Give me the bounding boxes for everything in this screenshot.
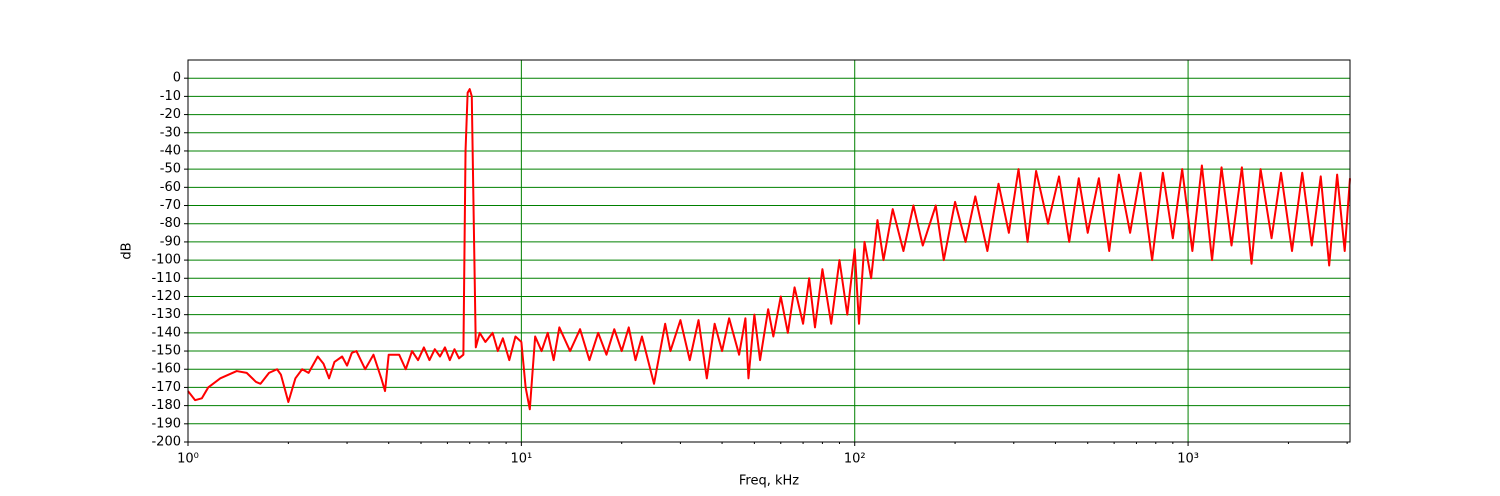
- y-tick-label: -180: [151, 398, 181, 413]
- y-tick-label: -120: [151, 289, 181, 304]
- y-tick-label: -200: [151, 435, 181, 450]
- y-tick-label: -130: [151, 307, 181, 322]
- y-tick-label: -60: [160, 180, 181, 195]
- y-tick-label: -150: [151, 344, 181, 359]
- data-line: [187, 88, 1351, 411]
- y-tick-label: -160: [151, 362, 181, 377]
- x-tick-label: 10⁰: [177, 452, 199, 467]
- y-tick-label: -10: [160, 89, 181, 104]
- plot-frame: [187, 59, 1351, 443]
- x-tick-label: 10²: [844, 452, 866, 467]
- y-tick-label: -20: [160, 107, 181, 122]
- y-tick-label: -30: [160, 125, 181, 140]
- y-tick-label: 0: [173, 71, 181, 86]
- y-axis-label: dB: [120, 242, 135, 259]
- y-tick-label: -70: [160, 198, 181, 213]
- x-tick-label: 10¹: [510, 452, 532, 467]
- y-tick-label: -170: [151, 380, 181, 395]
- y-tick-label: -40: [160, 143, 181, 158]
- y-tick-label: -110: [151, 271, 181, 286]
- y-tick-label: -90: [160, 234, 181, 249]
- y-tick-label: -140: [151, 325, 181, 340]
- y-tick-label: -190: [151, 416, 181, 431]
- y-tick-label: -50: [160, 162, 181, 177]
- y-tick-label: -100: [151, 253, 181, 268]
- x-axis-label: Freq, kHz: [739, 474, 799, 489]
- x-tick-label: 10³: [1177, 452, 1199, 467]
- y-tick-label: -80: [160, 216, 181, 231]
